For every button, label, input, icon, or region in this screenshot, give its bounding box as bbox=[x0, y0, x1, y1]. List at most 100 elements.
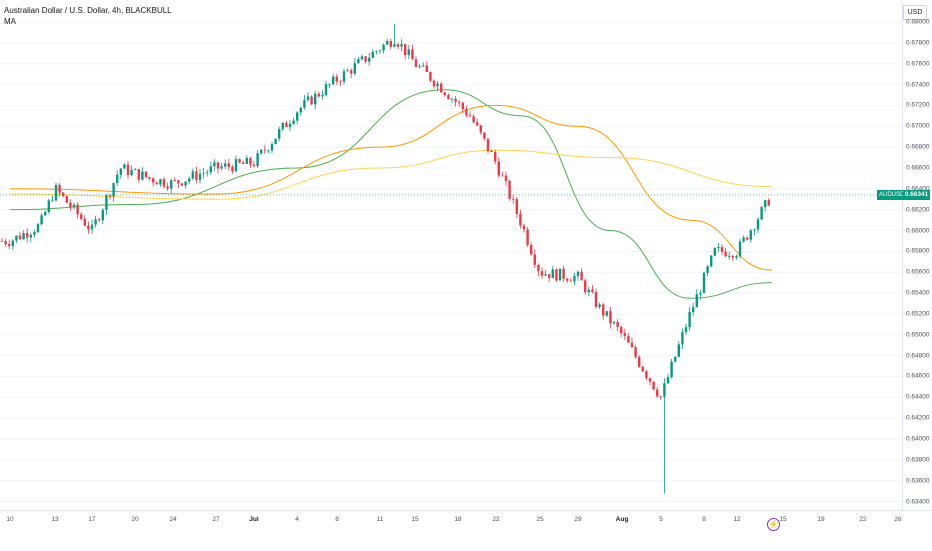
candle-body bbox=[321, 95, 324, 97]
candle-body bbox=[580, 271, 583, 281]
candle-body bbox=[213, 162, 216, 167]
time-tick-label: 19 bbox=[817, 516, 825, 523]
candle-body bbox=[15, 235, 18, 241]
candle-body bbox=[389, 41, 392, 47]
price-tick-label: 0.65000 bbox=[906, 331, 930, 339]
candle-body bbox=[418, 66, 421, 68]
candle-body bbox=[666, 377, 670, 384]
price-axis[interactable] bbox=[902, 0, 932, 510]
time-tick-label: 15 bbox=[779, 516, 787, 523]
symbol-title[interactable]: Australian Dollar / U.S. Dollar, 4h, BLA… bbox=[4, 6, 172, 15]
candle-body bbox=[479, 125, 482, 133]
time-tick-label: 24 bbox=[169, 516, 177, 523]
candle-body bbox=[47, 200, 50, 213]
candle-body bbox=[710, 255, 713, 267]
candle-body bbox=[234, 159, 238, 172]
candle-body bbox=[656, 389, 659, 397]
candle-body bbox=[162, 179, 166, 187]
time-tick-label: 17 bbox=[88, 516, 96, 523]
candle-body bbox=[540, 271, 544, 276]
price-tick-label: 0.67800 bbox=[906, 39, 930, 47]
candle-body bbox=[648, 378, 652, 382]
candle-body bbox=[731, 255, 734, 258]
moving-average-line-0 bbox=[9, 89, 773, 299]
candle-body bbox=[724, 251, 727, 257]
candle-body bbox=[515, 199, 518, 214]
candle-body bbox=[555, 269, 558, 281]
price-tick-label: 0.68000 bbox=[906, 18, 930, 26]
candle-body bbox=[364, 56, 367, 62]
candle-body bbox=[177, 180, 180, 184]
candle-body bbox=[54, 185, 58, 201]
candle-body bbox=[317, 93, 320, 97]
lightning-icon[interactable]: ⚡ bbox=[767, 518, 780, 531]
candle-body bbox=[512, 198, 515, 200]
candle-body bbox=[591, 289, 594, 293]
time-tick-label: Jul bbox=[249, 516, 259, 523]
moving-average-line-1 bbox=[9, 104, 773, 271]
candle-body bbox=[65, 196, 68, 203]
candle-body bbox=[425, 65, 428, 73]
candle-body bbox=[274, 138, 277, 145]
candle-body bbox=[598, 304, 601, 308]
candle-body bbox=[404, 44, 407, 56]
time-tick-label: 11 bbox=[376, 516, 384, 523]
candle-body bbox=[310, 96, 313, 105]
candle-body bbox=[468, 115, 472, 117]
candle-body bbox=[126, 164, 130, 176]
time-axis[interactable] bbox=[0, 510, 932, 551]
candle-body bbox=[141, 171, 144, 180]
candle-body bbox=[490, 151, 493, 152]
candle-body bbox=[544, 274, 547, 276]
candle-body bbox=[256, 153, 259, 167]
candle-body bbox=[155, 182, 158, 185]
candle-body bbox=[238, 159, 241, 163]
candle-body bbox=[94, 219, 97, 225]
candle-body bbox=[270, 144, 274, 151]
candle-body bbox=[306, 96, 310, 100]
candle-body bbox=[652, 381, 655, 390]
candle-body bbox=[36, 224, 40, 233]
candle-body bbox=[602, 304, 605, 316]
candle-body bbox=[476, 122, 479, 126]
candle-body bbox=[414, 59, 418, 67]
price-tick-label: 0.67000 bbox=[906, 122, 930, 130]
candle-body bbox=[299, 107, 302, 113]
candle-body bbox=[645, 371, 648, 379]
candle-body bbox=[152, 178, 155, 183]
candle-body bbox=[526, 229, 529, 245]
candle-body bbox=[436, 83, 439, 87]
candle-body bbox=[324, 84, 328, 96]
time-tick-label: 8 bbox=[335, 516, 339, 523]
candle-body bbox=[429, 72, 432, 81]
candle-body bbox=[252, 164, 256, 167]
candle-body bbox=[443, 92, 446, 96]
candle-body bbox=[58, 185, 61, 193]
candle-body bbox=[292, 120, 295, 124]
candle-body bbox=[180, 183, 184, 186]
time-tick-label: 10 bbox=[6, 516, 14, 523]
candle-body bbox=[663, 383, 666, 397]
candle-body bbox=[533, 254, 536, 265]
candle-body bbox=[728, 255, 731, 257]
chart-plot-area[interactable] bbox=[0, 0, 902, 510]
candle-body bbox=[18, 235, 22, 240]
candle-body bbox=[224, 163, 227, 167]
candle-body bbox=[108, 195, 112, 197]
currency-button[interactable]: USD bbox=[903, 5, 927, 20]
candle-body bbox=[148, 177, 151, 179]
price-tick-label: 0.64000 bbox=[906, 435, 930, 443]
price-tick-label: 0.67600 bbox=[906, 60, 930, 68]
candle-body bbox=[641, 366, 644, 372]
candle-body bbox=[749, 230, 752, 240]
candle-body bbox=[44, 212, 47, 216]
candlestick-chart[interactable] bbox=[0, 0, 902, 510]
candle-body bbox=[353, 63, 356, 74]
candle-body bbox=[216, 162, 220, 169]
candle-body bbox=[360, 56, 364, 60]
time-tick-label: 22 bbox=[492, 516, 500, 523]
candle-body bbox=[576, 271, 580, 277]
indicator-label[interactable]: MA bbox=[4, 17, 16, 26]
candle-body bbox=[87, 225, 90, 230]
candle-body bbox=[123, 164, 126, 169]
